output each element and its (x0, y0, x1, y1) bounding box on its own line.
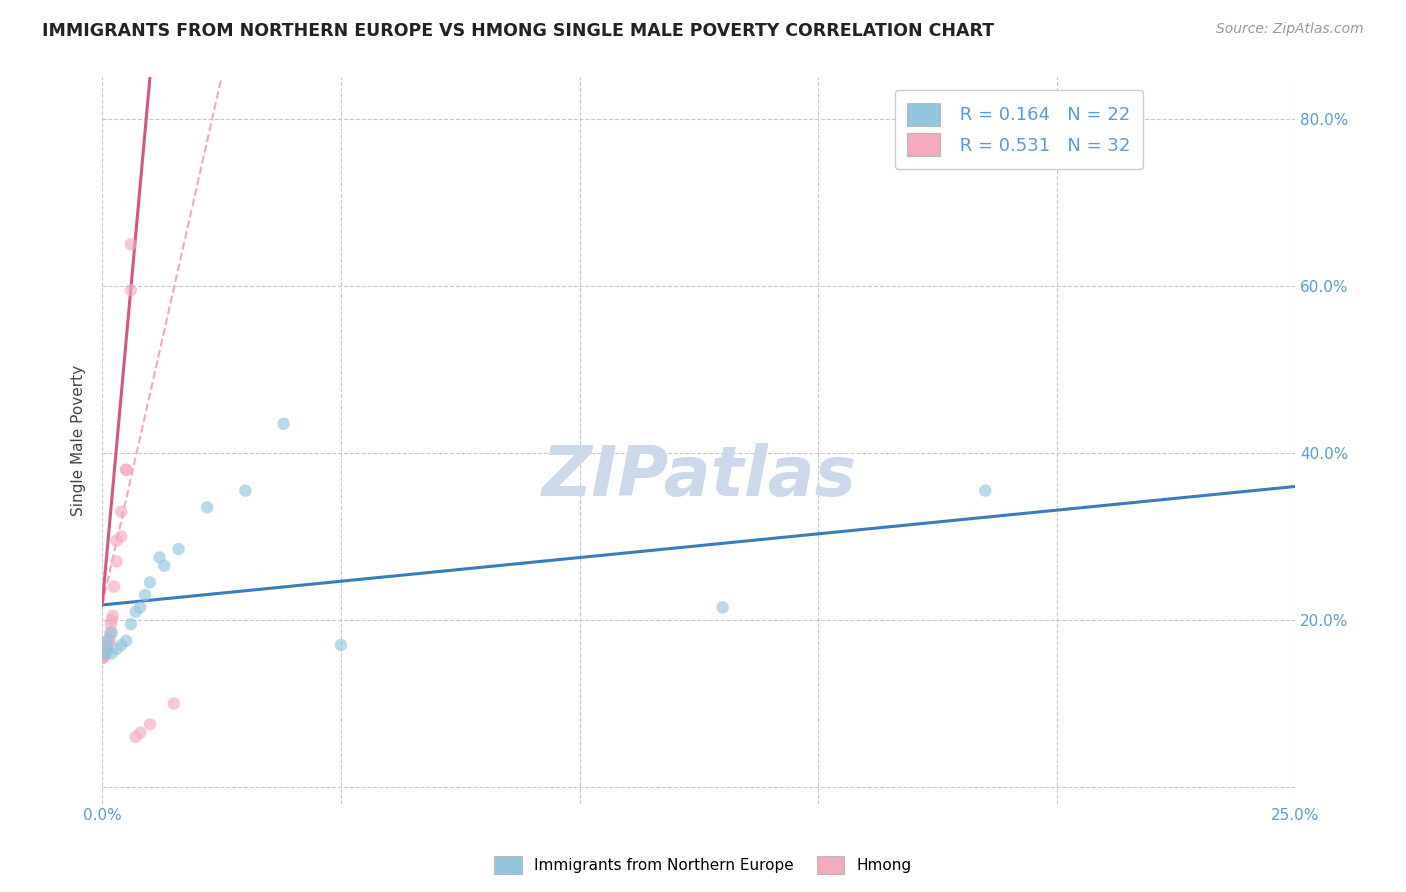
Point (124, 730, 146, 744)
Point (105, 555, 128, 569)
Point (153, 558, 176, 573)
Point (120, 617, 142, 632)
Point (96, 633, 118, 648)
Point (167, 542, 190, 557)
Point (94, 646, 117, 660)
Text: Source: ZipAtlas.com: Source: ZipAtlas.com (1216, 22, 1364, 37)
Point (96, 642, 118, 657)
Point (93, 646, 115, 660)
Point (98, 633, 121, 648)
Point (100, 617, 122, 632)
Point (94, 642, 117, 657)
Point (97, 638, 120, 652)
Point (711, 600, 734, 615)
Point (115, 633, 138, 648)
Point (134, 588, 156, 602)
Y-axis label: Single Male Poverty: Single Male Poverty (72, 365, 86, 516)
Point (124, 605, 146, 619)
Point (98, 630, 121, 644)
Point (96, 642, 118, 657)
Point (235, 483, 257, 498)
Point (96, 642, 118, 657)
Point (91, 650, 114, 665)
Point (139, 575, 162, 590)
Point (97, 633, 120, 648)
Point (105, 533, 128, 548)
Point (105, 642, 128, 657)
Point (103, 580, 125, 594)
Point (120, 283, 142, 297)
Point (115, 463, 138, 477)
Point (974, 483, 997, 498)
Point (120, 237, 142, 252)
Text: ZIPatlas: ZIPatlas (541, 443, 856, 510)
Point (98, 625, 121, 640)
Point (139, 717, 162, 731)
Point (110, 504, 132, 518)
Legend: Immigrants from Northern Europe, Hmong: Immigrants from Northern Europe, Hmong (488, 850, 918, 880)
Point (91, 650, 114, 665)
Text: IMMIGRANTS FROM NORTHERN EUROPE VS HMONG SINGLE MALE POVERTY CORRELATION CHART: IMMIGRANTS FROM NORTHERN EUROPE VS HMONG… (42, 22, 994, 40)
Point (93, 646, 115, 660)
Point (93, 646, 115, 660)
Point (101, 608, 124, 623)
Point (163, 697, 186, 711)
Point (94, 642, 117, 657)
Point (100, 613, 122, 627)
Point (115, 463, 138, 477)
Point (100, 646, 122, 660)
Point (129, 725, 152, 739)
Point (91, 646, 114, 660)
Point (129, 600, 152, 615)
Point (273, 417, 295, 431)
Legend:  R = 0.164   N = 22,  R = 0.531   N = 32: R = 0.164 N = 22, R = 0.531 N = 32 (894, 90, 1143, 169)
Point (195, 500, 218, 515)
Point (93, 650, 115, 665)
Point (148, 550, 170, 565)
Point (329, 638, 352, 652)
Point (110, 529, 132, 543)
Point (100, 625, 122, 640)
Point (110, 638, 132, 652)
